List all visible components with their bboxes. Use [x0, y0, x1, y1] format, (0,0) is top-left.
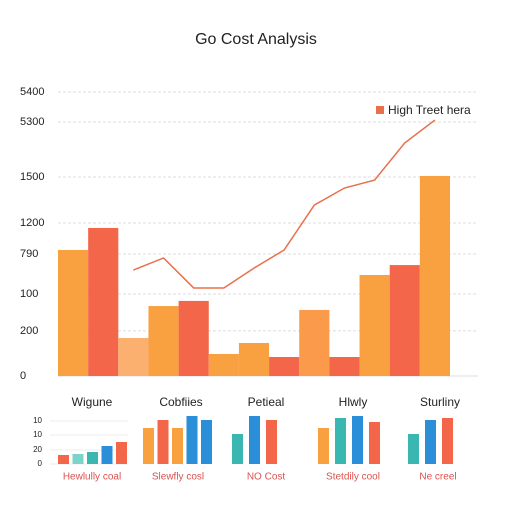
- group-label: Hlwly: [339, 395, 368, 409]
- bar: [148, 306, 179, 376]
- mini-bar: [249, 416, 260, 464]
- mini-bar: [87, 452, 98, 464]
- y-tick-label: 790: [20, 248, 38, 260]
- mini-bar: [186, 416, 198, 464]
- mini-bar: [172, 428, 183, 464]
- group-label: Cobfiies: [159, 395, 202, 409]
- y-tick-label: 0: [20, 370, 26, 382]
- group-label: Sturliny: [420, 395, 460, 409]
- bar: [178, 300, 209, 376]
- bar: [118, 338, 149, 376]
- mini-bar: [201, 420, 212, 464]
- line: [133, 119, 436, 289]
- bar: [299, 309, 330, 376]
- mini-bar: [318, 428, 329, 464]
- mini-bar: [232, 434, 243, 464]
- mini-y-tick-label: 10: [33, 430, 42, 439]
- bar: [359, 275, 390, 376]
- mini-bar: [442, 418, 453, 464]
- mini-bar: [101, 446, 113, 464]
- y-tick-label: 200: [20, 325, 38, 337]
- bar: [389, 265, 420, 376]
- group-label: Petieal: [248, 395, 285, 409]
- mini-bar: [58, 455, 69, 464]
- bar: [329, 357, 360, 376]
- bar: [58, 249, 89, 376]
- mini-label: Ne creel: [419, 472, 456, 483]
- mini-label: Stetdily cool: [326, 472, 380, 483]
- bar: [238, 342, 270, 376]
- legend-label: High Treet hera: [388, 103, 471, 117]
- chart-title: Go Cost Analysis: [195, 31, 317, 48]
- group-label: Wigune: [72, 395, 113, 409]
- mini-label: Hewlully coal: [63, 472, 121, 483]
- bar: [88, 227, 119, 376]
- mini-y-tick-label: 10: [33, 416, 42, 425]
- y-tick-label: 1500: [20, 171, 44, 183]
- mini-bar: [369, 422, 380, 464]
- mini-label: Slewfly cosl: [152, 472, 204, 483]
- bar: [419, 175, 450, 376]
- mini-bar: [143, 428, 154, 464]
- mini-label: NO Cost: [247, 472, 286, 483]
- mini-bar: [116, 442, 127, 464]
- y-tick-label: 100: [20, 288, 38, 300]
- y-tick-label: 5300: [20, 116, 44, 128]
- mini-bar: [72, 454, 84, 464]
- mini-bar: [157, 420, 169, 464]
- mini-bar: [425, 420, 436, 464]
- bar: [208, 353, 239, 376]
- mini-bar: [266, 420, 277, 464]
- mini-bar: [352, 416, 363, 464]
- mini-y-tick-label: 20: [33, 445, 42, 454]
- mini-bar: [335, 418, 346, 464]
- legend-swatch: [376, 106, 384, 114]
- mini-bar: [408, 434, 419, 464]
- bar: [269, 357, 300, 376]
- y-tick-label: 5400: [20, 86, 44, 98]
- mini-y-tick-label: 0: [38, 459, 43, 468]
- y-tick-label: 1200: [20, 217, 44, 229]
